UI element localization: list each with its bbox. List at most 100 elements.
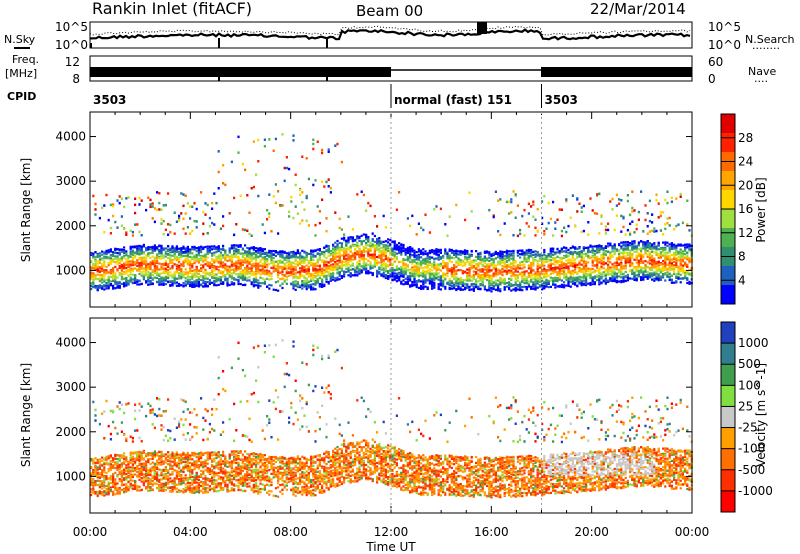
power-cell — [268, 251, 271, 254]
power-cell — [512, 251, 515, 255]
power-cell — [283, 262, 286, 265]
power-cell — [138, 230, 141, 234]
power-cell — [420, 226, 423, 230]
power-cell — [376, 248, 379, 251]
power-cell — [450, 280, 453, 283]
power-cell — [332, 243, 335, 246]
power-cell — [501, 258, 504, 262]
power-cell — [505, 256, 508, 259]
power-cell — [268, 193, 271, 196]
power-cell — [450, 272, 453, 275]
power-cell — [558, 273, 561, 276]
power-cell — [479, 274, 482, 277]
power-cell — [468, 285, 471, 288]
power-cell — [338, 273, 341, 276]
power-cell — [532, 200, 535, 203]
power-cell — [142, 267, 145, 270]
power-cell — [499, 254, 502, 257]
power-cell — [503, 257, 506, 260]
power-cell — [274, 183, 277, 186]
power-cell — [494, 267, 497, 270]
power-cell — [109, 275, 112, 279]
power-cell — [171, 248, 174, 252]
power-cell — [323, 271, 326, 274]
power-cell — [406, 257, 409, 260]
power-cell — [371, 257, 374, 260]
power-cell — [543, 287, 546, 290]
power-cell — [299, 286, 302, 289]
power-cell — [545, 279, 548, 282]
power-cell — [290, 274, 293, 277]
power-cell — [96, 266, 99, 269]
power-cell — [422, 253, 425, 256]
power-cell — [158, 274, 161, 277]
power-cell — [98, 270, 101, 274]
power-cell — [354, 238, 357, 242]
power-cell — [140, 282, 143, 285]
power-cell — [252, 251, 255, 255]
beam-label: Beam 00 — [356, 2, 423, 20]
power-cell — [406, 217, 409, 220]
power-cell — [222, 266, 225, 269]
power-cell — [459, 263, 462, 266]
power-cell — [266, 263, 269, 266]
power-cell — [448, 268, 451, 271]
power-cell — [283, 278, 286, 281]
power-cell — [345, 240, 348, 243]
power-cell — [142, 275, 145, 278]
power-cell — [136, 269, 139, 272]
power-cell — [519, 267, 522, 270]
power-cell — [120, 273, 123, 276]
power-cell — [527, 274, 530, 277]
power-cell — [182, 245, 185, 248]
power-cell — [167, 233, 170, 236]
power-cell — [153, 264, 156, 267]
power-cell — [250, 281, 253, 284]
power-cell — [123, 272, 126, 275]
power-cell — [343, 270, 346, 273]
power-cell — [299, 256, 302, 260]
power-cell — [435, 205, 438, 208]
power-cell — [167, 265, 170, 268]
power-cell — [149, 272, 152, 275]
power-cell — [332, 255, 335, 258]
power-cell — [158, 255, 161, 258]
power-cell — [266, 257, 269, 261]
power-cell — [145, 268, 148, 271]
power-cell — [455, 271, 458, 274]
power-cell — [437, 278, 440, 281]
power-cell — [222, 273, 225, 276]
power-cell — [516, 254, 519, 257]
power-cell — [257, 160, 260, 163]
power-cell — [147, 246, 150, 249]
power-cell — [437, 255, 440, 259]
power-cell — [114, 272, 117, 275]
power-cell — [549, 255, 552, 258]
power-cell — [422, 280, 425, 284]
power-cell — [433, 281, 436, 284]
power-cell — [358, 250, 361, 253]
power-cell — [488, 270, 491, 273]
power-cell — [138, 279, 141, 283]
power-cell — [422, 251, 425, 254]
power-cell — [98, 277, 101, 280]
power-cell — [92, 256, 95, 259]
power-cell — [255, 173, 258, 176]
power-cell — [211, 273, 214, 276]
power-cell — [228, 251, 231, 254]
power-cell — [244, 268, 247, 271]
power-cell — [472, 289, 475, 292]
power-cell — [193, 280, 196, 283]
power-cell — [327, 245, 330, 248]
power-cell — [235, 278, 238, 281]
power-cell — [215, 268, 218, 271]
power-cell — [422, 248, 425, 251]
power-cell — [151, 246, 154, 249]
power-cell — [356, 235, 359, 238]
power-cell — [118, 257, 121, 260]
power-cell — [508, 269, 511, 272]
power-cell — [534, 275, 537, 278]
power-cell — [125, 252, 128, 255]
power-cell — [131, 245, 134, 248]
power-cell — [318, 264, 321, 268]
